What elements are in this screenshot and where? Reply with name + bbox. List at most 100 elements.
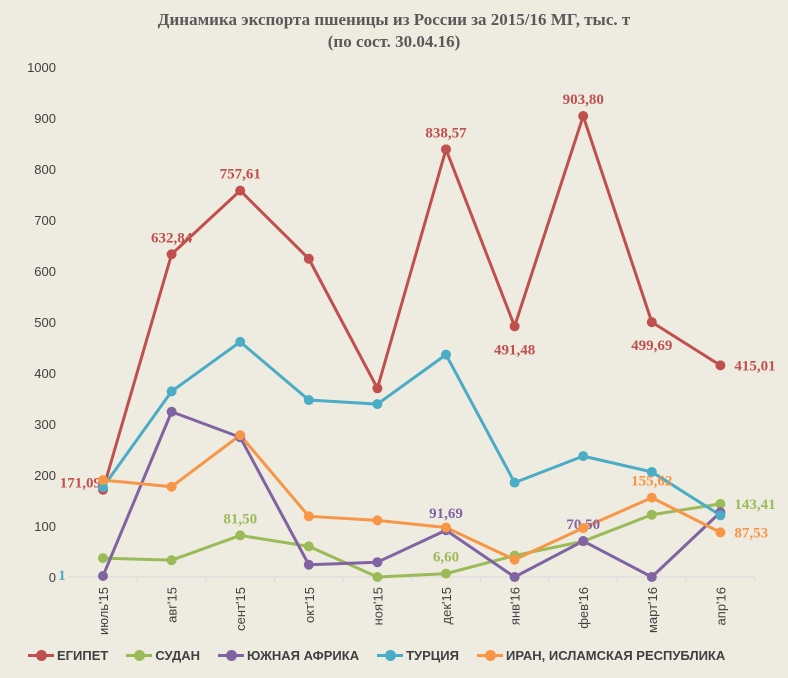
- legend-marker-icon: [377, 650, 404, 661]
- data-point: [235, 336, 246, 347]
- x-tick-label: янв'16: [508, 587, 523, 625]
- x-tick-label: окт'15: [302, 587, 317, 623]
- data-point: [509, 321, 520, 332]
- data-label: 415,01: [734, 358, 775, 374]
- series-line-3: [101, 340, 722, 517]
- data-label: 171,09: [60, 476, 101, 492]
- legend-label: ЕГИПЕТ: [57, 648, 109, 663]
- x-tick-label: фев'16: [576, 587, 591, 629]
- data-point: [166, 386, 177, 397]
- data-label: 81,50: [223, 511, 257, 527]
- legend-marker-icon: [28, 650, 54, 661]
- y-tick-label: 200: [34, 468, 56, 483]
- data-point: [578, 523, 589, 534]
- x-tick-label: ноя'15: [370, 587, 385, 625]
- y-tick-label: 0: [49, 570, 56, 585]
- chart-subtitle: (по сост. 30.04.16): [327, 32, 461, 51]
- data-point: [235, 185, 246, 196]
- legend-marker-icon: [476, 650, 503, 661]
- data-point: [235, 530, 246, 541]
- legend-label: ТУРЦИЯ: [406, 648, 459, 663]
- x-tick-label: апр'16: [713, 587, 728, 625]
- x-tick-label: сент'15: [233, 587, 248, 631]
- legend-label: СУДАН: [155, 648, 201, 663]
- data-point: [303, 559, 314, 570]
- legend-item: ЮЖНАЯ АФРИКА: [218, 648, 359, 663]
- y-tick-label: 1000: [27, 60, 56, 75]
- legend-item: ТУРЦИЯ: [377, 648, 459, 663]
- legend-item: ИРАН, ИСЛАМСКАЯ РЕСПУБЛИКА: [476, 648, 726, 663]
- data-point: [441, 349, 451, 360]
- data-label: 838,57: [425, 125, 467, 141]
- data-point: [578, 536, 589, 547]
- data-point: [578, 111, 589, 122]
- y-tick-label: 500: [34, 315, 56, 330]
- data-label: 91,69: [429, 506, 463, 522]
- data-point: [646, 509, 657, 520]
- data-label: 1: [58, 568, 66, 584]
- legend-label: ЮЖНАЯ АФРИКА: [247, 648, 360, 663]
- data-label: 632,84: [151, 230, 193, 246]
- x-tick-label: авг'15: [165, 587, 180, 623]
- series-line-1: [102, 502, 721, 579]
- data-point: [98, 482, 108, 493]
- legend-marker-icon: [126, 650, 153, 661]
- data-point: [166, 555, 177, 566]
- data-label: 6,60: [433, 550, 459, 566]
- data-label: 757,61: [220, 167, 261, 183]
- data-label: 491,48: [494, 342, 535, 358]
- data-point: [509, 554, 520, 565]
- data-point: [166, 481, 177, 492]
- y-tick-label: 300: [34, 417, 56, 432]
- data-point: [646, 492, 657, 503]
- legend: ЕГИПЕТ СУДАН ЮЖНАЯ АФРИКА ТУРЦИЯ ИРАН, ИСЛАМ…: [28, 648, 725, 663]
- y-tick-label: 100: [34, 519, 56, 534]
- data-point: [235, 430, 246, 441]
- data-point: [98, 475, 108, 486]
- data-point: [509, 477, 520, 488]
- data-point: [303, 253, 314, 264]
- data-point: [646, 466, 657, 477]
- data-point: [715, 360, 726, 371]
- y-tick-label: 800: [34, 162, 56, 177]
- x-tick-label: дек'15: [439, 587, 454, 624]
- data-point: [441, 522, 451, 533]
- data-point: [509, 572, 520, 582]
- data-point: [441, 568, 451, 579]
- x-tick-label: март'16: [645, 587, 660, 633]
- series-line-0: [101, 114, 722, 491]
- chart-title: Динамика экспорта пшеницы из России за 2…: [157, 10, 631, 29]
- data-label: 499,69: [631, 338, 672, 354]
- data-point: [166, 406, 177, 417]
- y-tick-label: 600: [34, 264, 56, 279]
- data-point: [372, 572, 383, 582]
- legend-item: ЕГИПЕТ: [28, 648, 108, 663]
- data-point: [715, 527, 726, 538]
- data-point: [372, 399, 383, 410]
- data-label: 143,41: [734, 497, 775, 513]
- data-point: [646, 572, 657, 582]
- data-point: [166, 249, 177, 260]
- data-label: 155,62: [631, 474, 672, 490]
- data-point: [372, 557, 383, 568]
- data-point: [98, 570, 108, 581]
- data-point: [372, 515, 383, 526]
- y-tick-label: 900: [34, 111, 56, 126]
- legend-label: ИРАН, ИСЛАМСКАЯ РЕСПУБЛИКА: [505, 648, 726, 663]
- data-point: [441, 144, 451, 155]
- data-label: 903,80: [563, 92, 604, 108]
- y-tick-label: 700: [34, 213, 56, 228]
- legend-item: СУДАН: [126, 648, 200, 663]
- y-tick-label: 400: [34, 366, 56, 381]
- series-line-2: [101, 410, 722, 579]
- legend-marker-icon: [218, 650, 245, 661]
- data-point: [303, 541, 314, 552]
- data-point: [715, 498, 726, 509]
- data-point: [578, 451, 589, 462]
- data-label: 87,53: [734, 525, 768, 541]
- data-point: [372, 383, 383, 394]
- data-point: [98, 553, 108, 564]
- data-point: [303, 511, 314, 522]
